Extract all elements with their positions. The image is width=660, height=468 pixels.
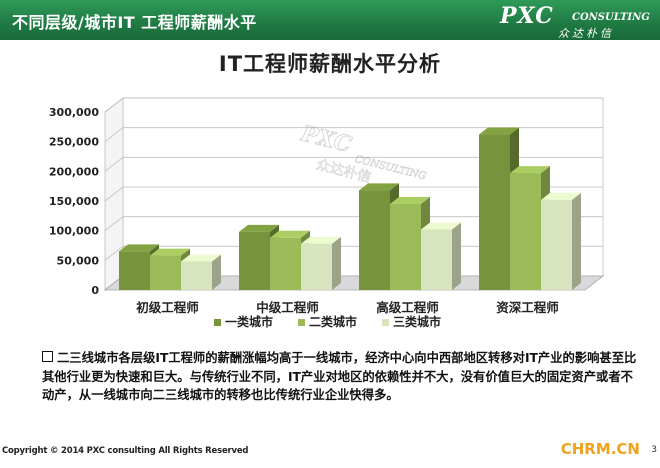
page-title: 不同层级/城市IT 工程师薪酬水平 [12,13,257,32]
x-tick-label: 初级工程师 [136,300,199,315]
bar-front [119,251,150,290]
bar-top [119,244,159,252]
bar-front [150,255,181,290]
gridline [104,186,603,202]
bar-front [270,237,301,290]
site-watermark: CHRM.CN [560,440,640,458]
gridline [104,216,603,231]
gridline [104,156,603,172]
y-tick-label: 150,000 [49,195,99,208]
bar-top [479,127,519,135]
bar-top [239,224,279,232]
bar-front [301,243,332,290]
bar-top [510,166,550,174]
bar-top [359,183,399,191]
chart-title: IT工程师薪酬水平分析 [218,52,442,76]
bar-front [181,261,212,290]
bar-front [479,134,510,290]
logo-chinese-text: 众达朴信 [558,27,614,40]
bar-front [359,190,390,290]
y-tick-label: 200,000 [49,165,99,178]
note-paragraph: 二三线城市各层级IT工程师的薪酬涨幅均高于一线城市，经济中心向中西部地区转移对I… [42,349,642,405]
legend-swatch [214,319,221,326]
bar-front [510,173,541,290]
bar [541,192,581,290]
bar [421,222,461,290]
bar [301,236,341,290]
x-tick-label: 中级工程师 [256,300,319,315]
legend-swatch [298,319,305,326]
bar-top [390,196,430,204]
bar-top [301,236,341,244]
bar [181,254,221,290]
bar-side [572,192,581,290]
bar-top [421,222,461,230]
company-logo: PXC CONSULTING 众达朴信 [496,1,656,40]
bar-side [332,236,341,290]
y-tick-label: 300,000 [49,106,99,119]
bullet-checkbox-icon [42,351,53,362]
gridline [104,97,603,113]
y-tick-label: 100,000 [49,225,99,238]
legend-label: 三类城市 [393,314,441,329]
page-number: 3 [651,445,657,455]
bar-top [150,248,190,256]
bar [150,248,190,290]
legend-swatch [382,319,389,326]
y-tick-label: 50,000 [57,254,100,267]
logo-main-text: PXC [500,3,554,29]
legend-label: 一类城市 [225,314,273,329]
legend-label: 二类城市 [309,314,357,329]
header-bar: 不同层级/城市IT 工程师薪酬水平 PXC CONSULTING 众达朴信 [0,0,660,40]
bar-side [212,254,221,290]
bar-top [181,254,221,262]
bar-side [452,222,461,290]
note-text: 二三线城市各层级IT工程师的薪酬涨幅均高于一线城市，经济中心向中西部地区转移对I… [42,351,637,402]
bar-front [239,231,270,290]
gridline [104,127,603,142]
bar-front [421,229,452,290]
bar-front [541,199,572,290]
y-tick-label: 0 [91,284,99,297]
copyright-text: Copyright © 2014 PXC consulting All Righ… [2,446,249,456]
bar-front [390,203,421,290]
bar-top [541,192,581,200]
x-tick-label: 资深工程师 [496,300,559,315]
bar-chart: 0 50,000 100,000 150,000 200,000 250,000 300,0… [49,97,605,329]
bar-top [270,230,310,238]
logo-sub-text: CONSULTING [572,12,650,23]
x-tick-label: 高级工程师 [376,300,439,315]
y-tick-label: 250,000 [49,136,99,149]
